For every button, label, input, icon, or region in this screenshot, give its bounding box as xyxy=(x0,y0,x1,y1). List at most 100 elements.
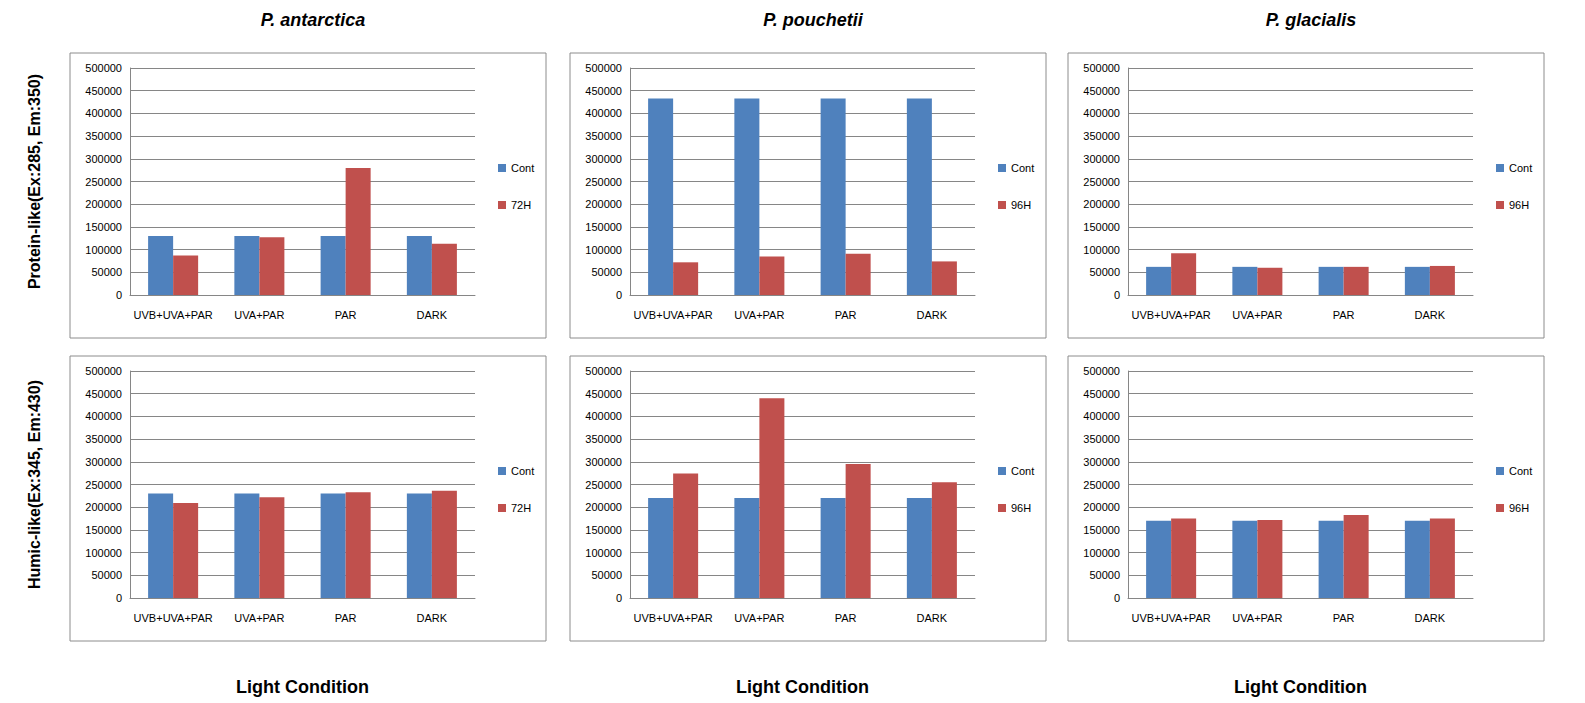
svg-text:400000: 400000 xyxy=(85,410,122,422)
svg-text:250000: 250000 xyxy=(1083,479,1120,491)
svg-text:350000: 350000 xyxy=(585,433,622,445)
svg-text:0: 0 xyxy=(116,289,122,301)
svg-text:Light Condition: Light Condition xyxy=(1234,677,1367,697)
svg-text:Light Condition: Light Condition xyxy=(236,677,369,697)
svg-text:450000: 450000 xyxy=(1083,85,1120,97)
svg-text:300000: 300000 xyxy=(1083,153,1120,165)
svg-text:UVB+UVA+PAR: UVB+UVA+PAR xyxy=(134,612,213,624)
svg-text:UVB+UVA+PAR: UVB+UVA+PAR xyxy=(1132,612,1211,624)
svg-text:50000: 50000 xyxy=(591,569,622,581)
svg-text:500000: 500000 xyxy=(85,62,122,74)
svg-text:200000: 200000 xyxy=(585,501,622,513)
svg-text:500000: 500000 xyxy=(585,365,622,377)
svg-text:450000: 450000 xyxy=(585,85,622,97)
svg-text:P. glacialis: P. glacialis xyxy=(1266,10,1357,30)
svg-text:PAR: PAR xyxy=(1333,309,1355,321)
svg-text:200000: 200000 xyxy=(585,198,622,210)
svg-text:Cont: Cont xyxy=(1011,162,1034,174)
svg-text:DARK: DARK xyxy=(1415,309,1446,321)
svg-text:350000: 350000 xyxy=(1083,130,1120,142)
svg-text:UVA+PAR: UVA+PAR xyxy=(234,612,284,624)
svg-text:PAR: PAR xyxy=(335,612,357,624)
svg-text:200000: 200000 xyxy=(85,198,122,210)
svg-text:50000: 50000 xyxy=(1089,569,1120,581)
svg-text:300000: 300000 xyxy=(1083,456,1120,468)
svg-text:250000: 250000 xyxy=(585,479,622,491)
svg-text:300000: 300000 xyxy=(85,456,122,468)
svg-text:P. pouchetii: P. pouchetii xyxy=(763,10,864,30)
svg-text:UVA+PAR: UVA+PAR xyxy=(734,612,784,624)
svg-text:Cont: Cont xyxy=(1509,465,1532,477)
svg-text:100000: 100000 xyxy=(1083,244,1120,256)
svg-text:Light Condition: Light Condition xyxy=(736,677,869,697)
svg-text:500000: 500000 xyxy=(1083,62,1120,74)
svg-text:UVA+PAR: UVA+PAR xyxy=(234,309,284,321)
svg-text:500000: 500000 xyxy=(1083,365,1120,377)
svg-text:150000: 150000 xyxy=(85,221,122,233)
svg-text:350000: 350000 xyxy=(1083,433,1120,445)
svg-text:Cont: Cont xyxy=(1011,465,1034,477)
svg-text:50000: 50000 xyxy=(91,266,122,278)
svg-text:250000: 250000 xyxy=(85,176,122,188)
svg-text:350000: 350000 xyxy=(85,433,122,445)
svg-text:50000: 50000 xyxy=(591,266,622,278)
svg-text:72H: 72H xyxy=(511,199,531,211)
svg-text:150000: 150000 xyxy=(1083,524,1120,536)
svg-text:450000: 450000 xyxy=(85,388,122,400)
svg-text:400000: 400000 xyxy=(1083,107,1120,119)
svg-text:450000: 450000 xyxy=(585,388,622,400)
svg-text:150000: 150000 xyxy=(1083,221,1120,233)
svg-text:UVB+UVA+PAR: UVB+UVA+PAR xyxy=(634,612,713,624)
svg-text:500000: 500000 xyxy=(585,62,622,74)
svg-text:UVB+UVA+PAR: UVB+UVA+PAR xyxy=(634,309,713,321)
svg-text:96H: 96H xyxy=(1011,199,1031,211)
svg-text:96H: 96H xyxy=(1011,502,1031,514)
svg-text:DARK: DARK xyxy=(917,612,948,624)
svg-text:0: 0 xyxy=(616,592,622,604)
svg-text:DARK: DARK xyxy=(417,309,448,321)
svg-text:72H: 72H xyxy=(511,502,531,514)
svg-text:DARK: DARK xyxy=(1415,612,1446,624)
svg-text:UVA+PAR: UVA+PAR xyxy=(734,309,784,321)
svg-text:0: 0 xyxy=(116,592,122,604)
svg-text:Cont: Cont xyxy=(511,162,534,174)
svg-text:UVA+PAR: UVA+PAR xyxy=(1232,309,1282,321)
svg-text:96H: 96H xyxy=(1509,502,1529,514)
svg-text:0: 0 xyxy=(1114,289,1120,301)
svg-text:50000: 50000 xyxy=(91,569,122,581)
svg-text:PAR: PAR xyxy=(835,309,857,321)
svg-text:Humic-like(Ex:345, Em:430): Humic-like(Ex:345, Em:430) xyxy=(26,380,43,589)
svg-text:0: 0 xyxy=(1114,592,1120,604)
svg-text:DARK: DARK xyxy=(917,309,948,321)
svg-text:250000: 250000 xyxy=(85,479,122,491)
svg-text:400000: 400000 xyxy=(585,410,622,422)
svg-text:250000: 250000 xyxy=(585,176,622,188)
svg-text:450000: 450000 xyxy=(1083,388,1120,400)
svg-text:300000: 300000 xyxy=(585,456,622,468)
svg-text:350000: 350000 xyxy=(585,130,622,142)
svg-text:150000: 150000 xyxy=(85,524,122,536)
svg-text:96H: 96H xyxy=(1509,199,1529,211)
svg-text:450000: 450000 xyxy=(85,85,122,97)
svg-text:400000: 400000 xyxy=(585,107,622,119)
svg-text:P. antarctica: P. antarctica xyxy=(261,10,366,30)
svg-text:100000: 100000 xyxy=(585,547,622,559)
svg-text:UVB+UVA+PAR: UVB+UVA+PAR xyxy=(1132,309,1211,321)
svg-text:100000: 100000 xyxy=(1083,547,1120,559)
svg-text:400000: 400000 xyxy=(85,107,122,119)
svg-text:PAR: PAR xyxy=(835,612,857,624)
svg-text:350000: 350000 xyxy=(85,130,122,142)
svg-text:Cont: Cont xyxy=(1509,162,1532,174)
svg-text:200000: 200000 xyxy=(85,501,122,513)
svg-text:100000: 100000 xyxy=(85,547,122,559)
svg-text:DARK: DARK xyxy=(417,612,448,624)
svg-text:100000: 100000 xyxy=(585,244,622,256)
svg-text:50000: 50000 xyxy=(1089,266,1120,278)
svg-text:250000: 250000 xyxy=(1083,176,1120,188)
svg-text:UVB+UVA+PAR: UVB+UVA+PAR xyxy=(134,309,213,321)
svg-text:300000: 300000 xyxy=(85,153,122,165)
svg-text:PAR: PAR xyxy=(1333,612,1355,624)
svg-text:UVA+PAR: UVA+PAR xyxy=(1232,612,1282,624)
svg-text:200000: 200000 xyxy=(1083,198,1120,210)
svg-text:150000: 150000 xyxy=(585,524,622,536)
